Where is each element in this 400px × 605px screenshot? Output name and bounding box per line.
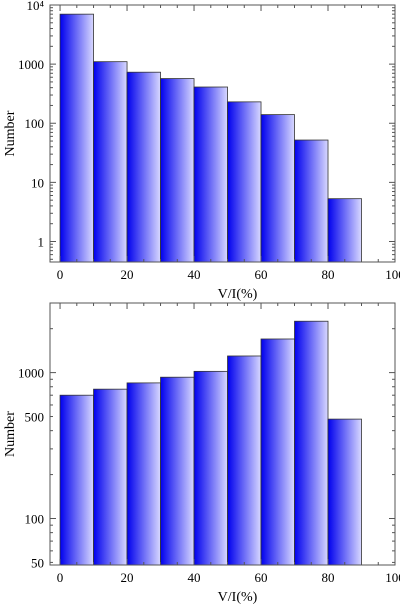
plot-frame [49, 302, 396, 566]
histogram-bar-2 [126, 382, 161, 566]
histogram-bar-7 [294, 320, 329, 566]
x-tick-label: 100 [385, 570, 400, 585]
y-tick-label: 1000 [18, 57, 44, 72]
x-tick-label: 80 [322, 267, 335, 282]
x-tick-label: 20 [121, 570, 134, 585]
y-tick-label: 1 [38, 234, 45, 249]
y-axis-label: Number [3, 411, 18, 457]
histogram-bar-4 [193, 86, 228, 263]
x-tick-label: 60 [255, 267, 268, 282]
x-tick-label: 40 [188, 570, 201, 585]
y-tick-label: 10 [31, 175, 44, 190]
histogram-bar-8 [327, 198, 362, 263]
histogram-bar-5 [227, 355, 262, 566]
histogram-bar-7 [294, 139, 329, 263]
histogram-bar-8 [327, 418, 362, 566]
histogram-bar-5 [227, 101, 262, 263]
x-tick-label: 80 [322, 570, 335, 585]
y-tick-label: 10⁴ [26, 0, 44, 13]
plot-frame [49, 4, 396, 263]
x-axis-label: V/I(%) [218, 590, 258, 605]
histogram-bar-3 [160, 78, 195, 263]
histogram-bar-0 [59, 394, 94, 566]
x-tick-label: 60 [255, 570, 268, 585]
histogram-bar-1 [93, 61, 128, 263]
x-tick-label: 20 [121, 267, 134, 282]
x-tick-label: 0 [57, 570, 64, 585]
y-tick-label: 500 [25, 410, 45, 425]
x-tick-label: 0 [57, 267, 64, 282]
y-axis-label: Number [3, 110, 18, 156]
bottom-histogram-panel: 0 20 40 60 80 100 50 100 500 1000 V/I(%) Number [3, 302, 400, 605]
y-tick-label: 1000 [18, 366, 44, 381]
x-tick-label: 40 [188, 267, 201, 282]
histogram-bar-1 [93, 388, 128, 566]
x-axis-label: V/I(%) [218, 287, 258, 302]
y-tick-label: 100 [25, 116, 45, 131]
histogram-bar-2 [126, 71, 161, 263]
histogram-bar-3 [160, 376, 195, 566]
x-tick-label: 100 [385, 267, 400, 282]
y-tick-label: 50 [31, 555, 44, 570]
y-tick-label: 100 [25, 511, 45, 526]
top-histogram-panel: 0 20 40 60 80 100 1 10 100 1000 10⁴ V/I(%) Number [3, 0, 400, 302]
histogram-bar-0 [59, 13, 94, 263]
histogram-bar-6 [260, 114, 295, 263]
histogram-bar-4 [193, 370, 228, 566]
histogram-bar-6 [260, 338, 295, 566]
